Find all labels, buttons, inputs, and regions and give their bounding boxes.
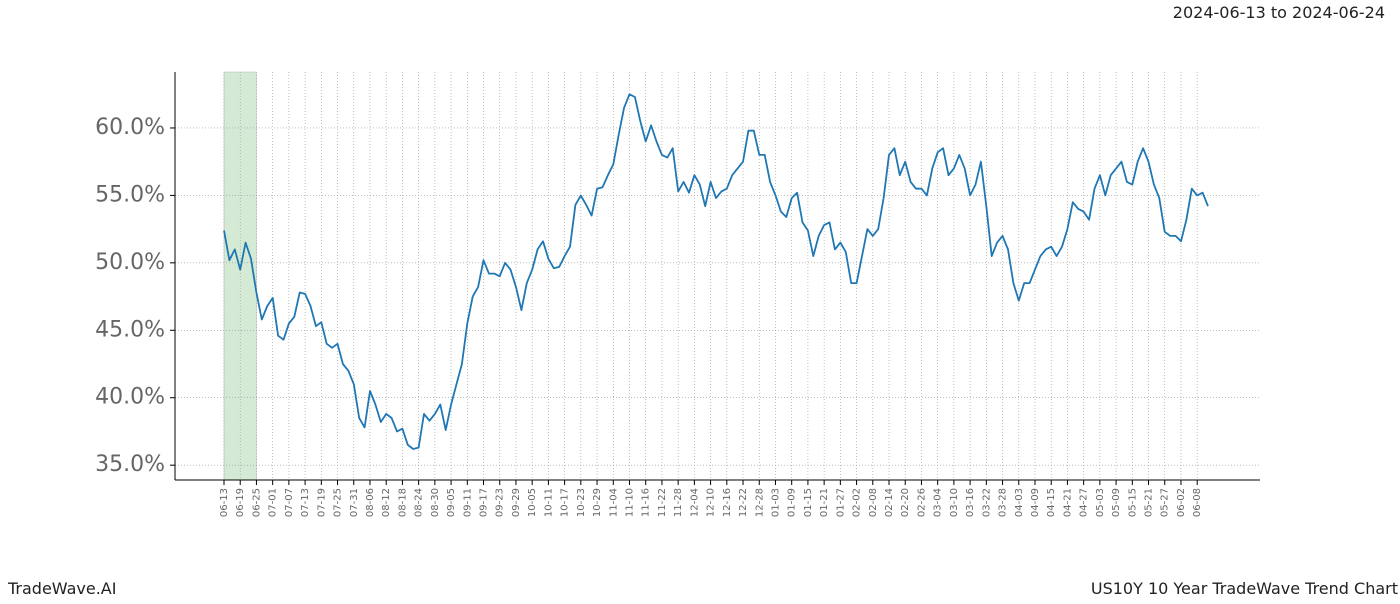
x-tick-label: 09-29	[511, 488, 522, 517]
x-tick-label: 12-10	[706, 488, 717, 517]
x-tick-label: 02-26	[916, 488, 927, 517]
x-tick-label: 03-28	[998, 488, 1009, 517]
date-range: 2024-06-13 to 2024-06-24	[1173, 3, 1385, 22]
x-tick-label: 07-31	[349, 488, 360, 517]
x-tick-label: 06-02	[1176, 488, 1187, 517]
x-tick-label: 07-01	[268, 488, 279, 517]
x-tick-label: 04-27	[1079, 488, 1090, 517]
x-tick-label: 05-15	[1127, 488, 1138, 517]
x-tick-label: 10-17	[560, 488, 571, 517]
x-tick-label: 02-02	[852, 488, 863, 517]
x-tick-label: 09-23	[495, 488, 506, 517]
y-tick-label: 45.0%	[95, 317, 165, 342]
x-tick-label: 09-11	[462, 488, 473, 517]
x-tick-label: 06-08	[1192, 488, 1203, 517]
x-tick-label: 04-21	[1062, 488, 1073, 517]
x-tick-label: 02-20	[900, 488, 911, 517]
y-tick-label: 35.0%	[95, 452, 165, 477]
x-tick-label: 08-12	[381, 488, 392, 517]
x-tick-label: 01-03	[770, 488, 781, 517]
brand: TradeWave.AI	[7, 579, 116, 598]
y-tick-label: 50.0%	[95, 250, 165, 275]
trend-line	[223, 93, 1209, 450]
x-tick-label: 12-16	[722, 488, 733, 517]
x-tick-label: 08-06	[365, 488, 376, 517]
x-tick-label: 12-04	[689, 488, 700, 517]
x-tick-label: 01-21	[819, 488, 830, 517]
x-tick-label: 04-15	[1046, 488, 1057, 517]
x-tick-label: 05-27	[1160, 488, 1171, 517]
x-tick-label: 11-22	[657, 488, 668, 517]
x-tick-label: 06-25	[251, 488, 262, 517]
x-tick-label: 02-08	[868, 488, 879, 517]
x-tick-label: 09-17	[479, 488, 490, 517]
y-tick-label: 55.0%	[95, 182, 165, 207]
x-tick-label: 06-19	[235, 488, 246, 517]
x-tick-label: 06-13	[219, 488, 230, 517]
x-tick-label: 07-19	[316, 488, 327, 517]
x-tick-label: 08-18	[397, 488, 408, 517]
x-tick-label: 10-23	[576, 488, 587, 517]
x-tick-label: 11-28	[673, 488, 684, 517]
x-tick-label: 01-15	[803, 488, 814, 517]
x-tick-label: 03-16	[965, 488, 976, 517]
x-tick-label: 03-10	[949, 488, 960, 517]
x-tick-label: 05-21	[1144, 488, 1155, 517]
x-tick-label: 07-07	[284, 488, 295, 517]
x-tick-label: 08-24	[414, 488, 425, 517]
x-tick-label: 07-25	[333, 488, 344, 517]
x-tick-label: 09-05	[446, 488, 457, 517]
x-tick-label: 11-04	[608, 488, 619, 517]
y-tick-label: 60.0%	[95, 115, 165, 140]
x-tick-label: 08-30	[430, 488, 441, 517]
x-tick-label: 01-09	[787, 488, 798, 517]
x-tick-label: 01-27	[835, 488, 846, 517]
x-tick-label: 05-09	[1111, 488, 1122, 517]
caption: US10Y 10 Year TradeWave Trend Chart	[1091, 579, 1398, 598]
x-tick-label: 03-04	[933, 488, 944, 517]
x-tick-label: 03-22	[981, 488, 992, 517]
x-tick-label: 12-28	[754, 488, 765, 517]
x-tick-label: 10-05	[527, 488, 538, 517]
x-tick-label: 07-13	[300, 488, 311, 517]
x-tick-label: 10-29	[592, 488, 603, 517]
x-tick-label: 10-11	[543, 488, 554, 517]
x-tick-label: 11-10	[624, 488, 635, 517]
x-tick-label: 04-03	[1014, 488, 1025, 517]
x-tick-label: 05-03	[1095, 488, 1106, 517]
x-tick-label: 02-14	[884, 488, 895, 517]
x-tick-label: 12-22	[738, 488, 749, 517]
x-tick-label: 11-16	[641, 488, 652, 517]
y-tick-label: 40.0%	[95, 385, 165, 410]
x-tick-label: 04-09	[1030, 488, 1041, 517]
